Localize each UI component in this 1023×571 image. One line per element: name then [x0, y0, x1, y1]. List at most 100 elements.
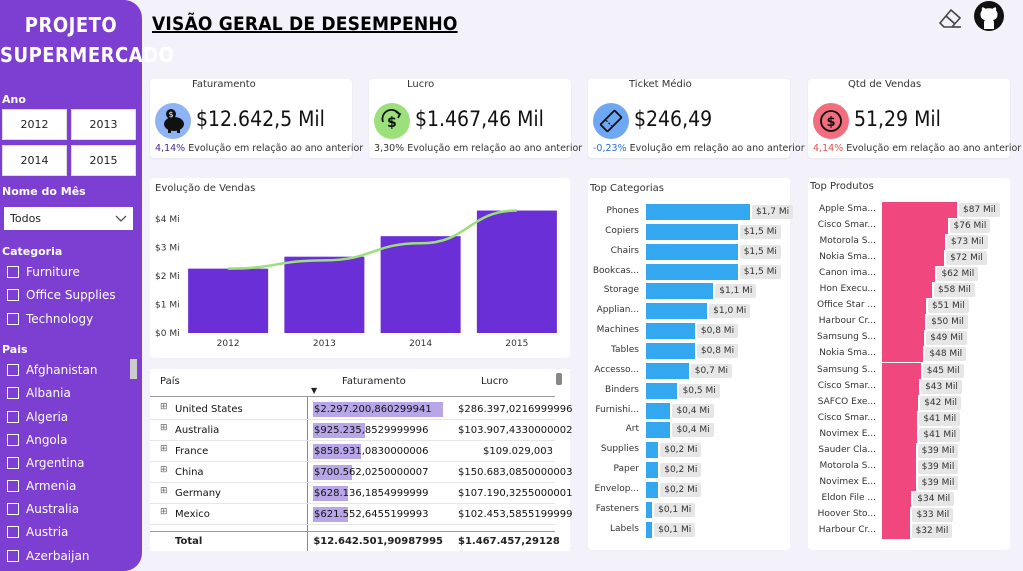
bar[interactable] [646, 462, 659, 479]
bar[interactable] [882, 250, 945, 267]
sales-bar-2014[interactable] [380, 236, 461, 333]
expand-icon[interactable]: ⊞ [160, 507, 168, 517]
bar[interactable] [882, 426, 918, 443]
month-select[interactable]: Todos [4, 207, 133, 230]
brand-title: PROJETO SUPERMERCADO [0, 10, 174, 70]
category-label: Bookcas... [592, 265, 639, 276]
table-header-lucro[interactable]: Lucro [481, 376, 509, 387]
table-row[interactable]: ⊞ Australia $925.235,8529999996 $103.907,43… [150, 420, 573, 441]
cell-lucro: $286.397,0216999996 [458, 404, 573, 415]
country-list-scrollbar[interactable] [130, 359, 137, 379]
table-row[interactable]: ⊞ China $700.562,0250000007 $150.683,085000… [150, 462, 573, 483]
bar[interactable] [882, 218, 948, 235]
country-checkbox-algeria[interactable]: Algeria [7, 410, 68, 424]
bar[interactable] [646, 402, 671, 419]
chevron-down-icon [115, 215, 127, 222]
kpi-foot-text: Evolução em relação ao ano anterior [846, 143, 1022, 154]
bar[interactable] [882, 314, 926, 331]
category-checkbox-furniture[interactable]: Furniture [7, 265, 80, 279]
bar[interactable] [646, 481, 659, 498]
bar[interactable] [882, 266, 936, 283]
bar[interactable] [646, 521, 653, 538]
country-checkbox-afghanistan[interactable]: Afghanistan [7, 363, 97, 377]
country-checkbox-armenia[interactable]: Armenia [7, 479, 76, 493]
expand-icon[interactable]: ⊞ [160, 486, 168, 496]
country-checkbox-azerbaijan[interactable]: Azerbaijan [7, 549, 89, 563]
bar[interactable] [646, 323, 695, 340]
checkbox-box [7, 434, 19, 446]
bar[interactable] [646, 382, 677, 399]
bar[interactable] [882, 506, 911, 523]
country-checkbox-albania[interactable]: Albania [7, 386, 71, 400]
bar[interactable] [882, 442, 916, 459]
category-label: Samsung S... [817, 332, 876, 343]
sales-bar-2015[interactable] [476, 210, 557, 333]
country-checkbox-austria[interactable]: Austria [7, 525, 68, 539]
category-label: Office Star ... [816, 300, 876, 311]
bar[interactable] [882, 458, 916, 475]
year-button-2014[interactable]: 2014 [2, 145, 67, 176]
bar[interactable] [882, 490, 912, 507]
sort-desc-icon[interactable]: ▼ [311, 386, 318, 395]
eraser-icon[interactable] [934, 2, 966, 34]
money-growth-icon: $ [374, 103, 410, 139]
bar[interactable] [882, 523, 910, 539]
pais-label: Pais [2, 343, 28, 356]
bar[interactable] [646, 263, 738, 280]
country-checkbox-argentina[interactable]: Argentina [7, 456, 85, 470]
ano-label: Ano [2, 93, 26, 106]
bar[interactable] [646, 283, 714, 300]
bar[interactable] [882, 202, 957, 218]
table-header-pais[interactable]: País [160, 376, 180, 387]
bar[interactable] [882, 330, 925, 347]
bar[interactable] [646, 422, 671, 439]
year-button-2015[interactable]: 2015 [71, 145, 136, 176]
bar[interactable] [646, 362, 689, 379]
bar[interactable] [882, 474, 916, 491]
value-label: $1,1 Mi [715, 284, 757, 299]
sales-bar-2013[interactable] [284, 256, 365, 333]
expand-icon[interactable]: ⊞ [160, 423, 168, 433]
value-label: $42 Mil [920, 395, 962, 410]
github-icon[interactable] [973, 0, 1005, 32]
expand-icon[interactable]: ⊞ [160, 444, 168, 454]
expand-icon[interactable]: ⊞ [160, 465, 168, 475]
bar[interactable] [882, 362, 921, 379]
x-tick-label: 2013 [313, 339, 336, 349]
table-scrollbar[interactable] [556, 373, 562, 385]
bar[interactable] [882, 234, 945, 251]
bar[interactable] [646, 204, 750, 220]
bar[interactable] [882, 410, 918, 427]
bar[interactable] [646, 223, 738, 240]
table-row[interactable]: ⊞ France $858.931,0830000006 $109.029,003 [150, 441, 555, 462]
cell-faturamento: $621.552,6455199993 [313, 507, 443, 522]
table-row[interactable]: ⊞ United States $2.297.200,860299941 $286.3… [150, 399, 573, 420]
bar[interactable] [882, 394, 919, 411]
country-checkbox-angola[interactable]: Angola [7, 433, 67, 447]
table-row[interactable]: ⊞ Germany $628.136,1854999999 $107.190,3255… [150, 483, 573, 504]
category-checkbox-technology[interactable]: Technology [7, 312, 93, 326]
country-checkbox-australia[interactable]: Australia [7, 502, 79, 516]
category-label: Harbour Cr... [818, 316, 876, 327]
x-tick-label: 2012 [217, 339, 240, 349]
sales-bar-2012[interactable] [188, 268, 269, 333]
bar[interactable] [882, 346, 924, 363]
bar[interactable] [646, 243, 738, 260]
table-header-faturamento[interactable]: Faturamento [342, 376, 406, 387]
bar[interactable] [646, 501, 653, 518]
expand-icon[interactable]: ⊞ [160, 402, 168, 412]
year-button-2013[interactable]: 2013 [71, 109, 136, 140]
category-checkbox-office-supplies[interactable]: Office Supplies [7, 288, 116, 302]
bar[interactable] [646, 442, 659, 459]
bar[interactable] [882, 282, 932, 299]
category-label: Canon ima... [819, 268, 876, 279]
value-label: $0,2 Mi [660, 463, 702, 478]
table-row[interactable]: ⊞ Mexico $621.552,6455199993 $102.453,58551… [150, 504, 573, 525]
bar[interactable] [882, 378, 920, 395]
y-tick-label: $0 Mi [155, 329, 180, 339]
bar[interactable] [646, 303, 708, 320]
bar[interactable] [882, 298, 926, 315]
data-bar [313, 486, 349, 501]
year-button-2012[interactable]: 2012 [2, 109, 67, 140]
bar[interactable] [646, 342, 695, 359]
